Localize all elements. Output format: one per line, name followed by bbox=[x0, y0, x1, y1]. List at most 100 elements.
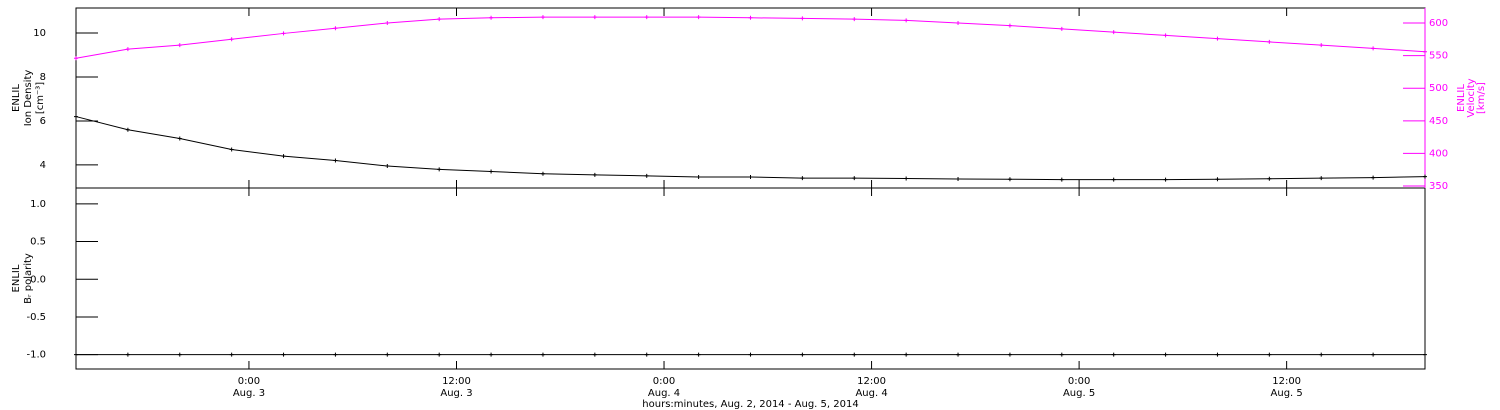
data-point bbox=[1371, 175, 1376, 180]
y2-tick-label: 500 bbox=[1429, 83, 1448, 94]
data-point bbox=[177, 43, 182, 48]
data-point bbox=[956, 176, 961, 181]
data-point bbox=[229, 147, 234, 152]
data-point bbox=[1007, 352, 1012, 357]
data-point bbox=[904, 176, 909, 181]
data-point bbox=[333, 158, 338, 163]
y-axis-title: Ion Density bbox=[23, 70, 34, 127]
data-point bbox=[1111, 177, 1116, 182]
y-tick-label: 0.0 bbox=[30, 274, 46, 285]
data-point bbox=[592, 15, 597, 20]
data-point bbox=[385, 352, 390, 357]
series-line bbox=[75, 16, 1426, 59]
data-point bbox=[489, 169, 494, 174]
x-tick-label: 12:00 bbox=[857, 376, 886, 387]
data-point bbox=[1215, 352, 1220, 357]
data-point bbox=[333, 352, 338, 357]
data-point bbox=[540, 15, 545, 20]
y-tick-label: -0.5 bbox=[26, 312, 46, 323]
data-point bbox=[489, 15, 494, 20]
x-tick-label: 0:00 bbox=[238, 376, 260, 387]
y-tick-label: 1.0 bbox=[30, 199, 46, 210]
data-point bbox=[437, 17, 442, 22]
data-point bbox=[333, 26, 338, 31]
y2-tick-label: 600 bbox=[1429, 18, 1448, 29]
data-point bbox=[1163, 352, 1168, 357]
y2-tick-label: 350 bbox=[1429, 181, 1448, 192]
data-point bbox=[177, 136, 182, 141]
data-point bbox=[177, 352, 182, 357]
x-tick-date: Aug. 5 bbox=[1063, 388, 1095, 399]
x-tick-label: 12:00 bbox=[1272, 376, 1301, 387]
x-tick-date: Aug. 4 bbox=[855, 388, 887, 399]
data-point bbox=[800, 16, 805, 21]
data-point bbox=[956, 21, 961, 25]
data-point bbox=[385, 21, 390, 25]
y-axis-title: Bᵣ polarity bbox=[23, 253, 34, 304]
data-point bbox=[1267, 352, 1272, 357]
y-tick-label: 4 bbox=[40, 160, 46, 171]
y-tick-label: 10 bbox=[33, 28, 46, 39]
data-point bbox=[1111, 352, 1116, 357]
data-point bbox=[1267, 39, 1272, 44]
data-point bbox=[644, 173, 649, 178]
data-point bbox=[852, 176, 857, 181]
x-tick-label: 12:00 bbox=[442, 376, 471, 387]
data-point bbox=[437, 167, 442, 172]
data-point bbox=[125, 47, 130, 52]
y2-tick-label: 400 bbox=[1429, 148, 1448, 159]
data-point bbox=[748, 352, 753, 357]
series-line bbox=[75, 116, 1426, 181]
y-axis-title: ENLIL bbox=[11, 264, 22, 292]
y-axis-title: ENLIL bbox=[11, 84, 22, 112]
data-point bbox=[540, 352, 545, 357]
data-point bbox=[1007, 23, 1012, 28]
data-point bbox=[1059, 177, 1064, 182]
y2-axis-title: ENLIL bbox=[1456, 84, 1467, 112]
data-point bbox=[852, 17, 857, 22]
y2-tick-label: 550 bbox=[1429, 51, 1448, 62]
data-point bbox=[748, 175, 753, 180]
data-point bbox=[1111, 30, 1116, 35]
data-point bbox=[281, 154, 286, 159]
data-point bbox=[1267, 176, 1272, 181]
data-point bbox=[696, 15, 701, 20]
y-tick-label: -1.0 bbox=[26, 350, 46, 361]
data-point bbox=[540, 171, 545, 176]
x-tick-date: Aug. 4 bbox=[648, 388, 680, 399]
data-point bbox=[956, 352, 961, 357]
data-point bbox=[696, 352, 701, 357]
data-point bbox=[1007, 177, 1012, 182]
data-point bbox=[1371, 46, 1376, 51]
data-point bbox=[489, 352, 494, 357]
data-point bbox=[800, 352, 805, 357]
data-point bbox=[904, 352, 909, 357]
y2-axis-title: [km/s] bbox=[1476, 82, 1487, 114]
data-point bbox=[1059, 26, 1064, 31]
x-axis-title: hours:minutes, Aug. 2, 2014 - Aug. 5, 20… bbox=[642, 399, 858, 410]
data-point bbox=[281, 352, 286, 357]
data-point bbox=[125, 127, 130, 132]
data-point bbox=[592, 352, 597, 357]
x-tick-date: Aug. 3 bbox=[440, 388, 472, 399]
data-point bbox=[748, 15, 753, 20]
data-point bbox=[852, 352, 857, 357]
y-tick-label: 8 bbox=[40, 72, 46, 83]
data-point bbox=[74, 352, 78, 357]
data-point bbox=[1319, 176, 1324, 181]
data-point bbox=[74, 56, 78, 61]
data-point bbox=[1319, 43, 1324, 48]
data-point bbox=[644, 352, 649, 357]
x-tick-label: 0:00 bbox=[653, 376, 675, 387]
data-point bbox=[1215, 177, 1220, 182]
data-point bbox=[1423, 352, 1427, 357]
y2-tick-label: 450 bbox=[1429, 116, 1448, 127]
y2-axis-title: Velocity bbox=[1466, 78, 1477, 117]
data-point bbox=[592, 172, 597, 177]
x-tick-date: Aug. 5 bbox=[1271, 388, 1303, 399]
data-point bbox=[1423, 174, 1427, 179]
x-tick-label: 0:00 bbox=[1068, 376, 1090, 387]
data-point bbox=[74, 114, 78, 119]
data-point bbox=[385, 164, 390, 169]
